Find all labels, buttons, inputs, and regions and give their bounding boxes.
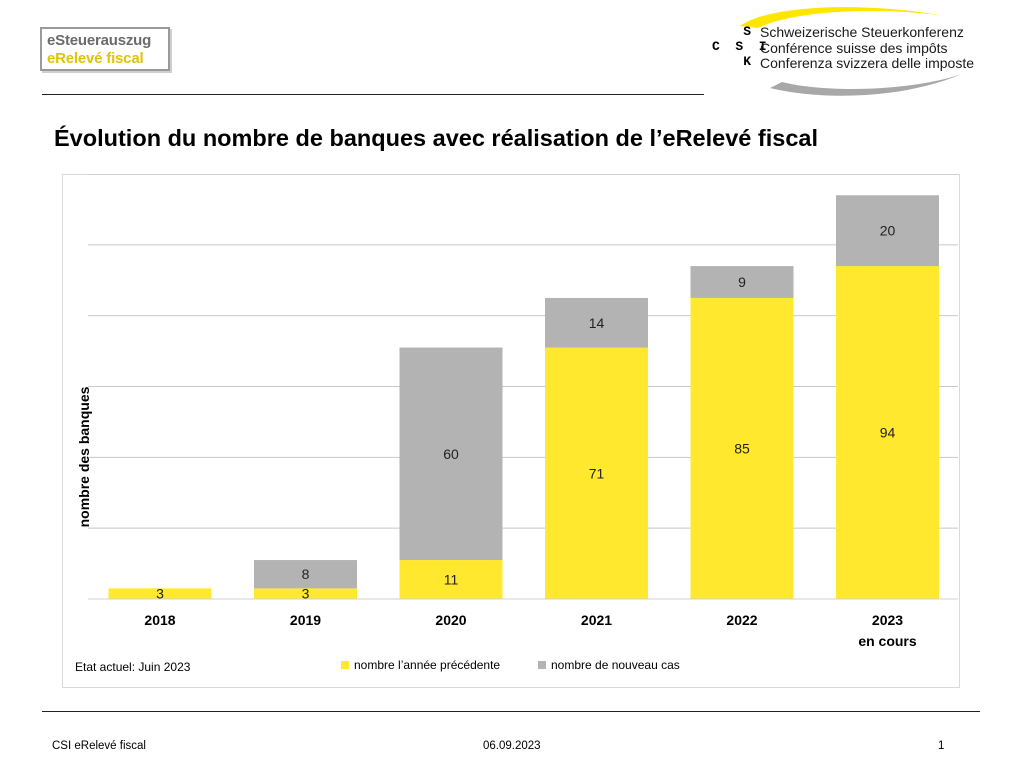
legend-label-previous: nombre l’année précédente	[354, 658, 501, 672]
y-axis-label: nombre des banques	[76, 386, 92, 527]
x-tick-label-2018: 2018	[144, 612, 175, 628]
legend-label-new: nombre de nouveau cas	[551, 658, 680, 672]
csi-acronym: S C S I K	[712, 24, 767, 69]
csi-name-it: Conferenza svizzera delle imposte	[760, 55, 974, 71]
bar-new-2021	[545, 297, 648, 348]
x-tick-label-2020: 2020	[435, 612, 466, 628]
footer-date: 06.09.2023	[483, 740, 541, 752]
data-label-previous-2022: 85	[734, 440, 750, 456]
bar-previous-2020	[399, 560, 503, 599]
esteuerauszug-logo: eSteuerauszug eRelevé fiscal	[40, 27, 170, 71]
data-label-previous-2018: 3	[156, 586, 164, 602]
bar-chart: 3 2018 3 8 2019 11 60 2020 71 14 2021 85 9 2022 94 20 20…	[76, 174, 958, 649]
logo-line-2: eRelevé fiscal	[47, 50, 144, 67]
bar-previous-2021	[545, 347, 648, 599]
data-label-previous-2020: 11	[444, 572, 459, 588]
bar-new-2020	[399, 347, 503, 561]
bar-previous-2022	[690, 297, 794, 599]
data-label-new-2021: 14	[589, 315, 605, 331]
legend-item-previous: nombre l’année précédente	[341, 658, 500, 672]
legend-item-new: nombre de nouveau cas	[538, 658, 680, 672]
x-tick-label-2021: 2021	[581, 612, 612, 628]
status-note: Etat actuel: Juin 2023	[75, 660, 191, 674]
csi-name-fr: Conférence suisse des impôts	[760, 39, 948, 56]
data-label-new-2023: 20	[880, 223, 896, 239]
x-tick-label-2022: 2022	[726, 612, 757, 628]
footer-title: CSI eRelevé fiscal	[52, 740, 146, 752]
header-divider	[42, 94, 704, 95]
data-label-previous-2019: 3	[302, 586, 310, 602]
csi-name-de: Schweizerische Steuerkonferenz	[760, 24, 964, 40]
legend-swatch-new	[538, 661, 546, 669]
bar-new-2022	[690, 266, 794, 298]
bar-previous-2018	[108, 588, 212, 599]
csi-names: Schweizerische Steuerkonferenz Conférenc…	[760, 24, 974, 72]
legend-swatch-previous	[341, 661, 349, 669]
footer-divider	[42, 711, 980, 712]
page-title: Évolution du nombre de banques avec réal…	[54, 125, 818, 151]
page-number: 1	[938, 740, 945, 752]
data-label-new-2019: 8	[302, 566, 310, 582]
data-label-previous-2023: 94	[880, 425, 896, 441]
bar-previous-2019	[254, 588, 357, 599]
bar-previous-2023	[836, 266, 939, 599]
x-tick-sublabel-2023: en cours	[858, 633, 917, 649]
bar-new-2023	[836, 195, 939, 267]
data-label-new-2022: 9	[738, 274, 746, 290]
x-tick-label-2019: 2019	[290, 612, 321, 628]
bar-new-2019	[254, 560, 357, 589]
x-tick-label-2023: 2023	[872, 612, 903, 628]
data-label-previous-2021: 71	[589, 465, 605, 481]
csi-swoosh-logo	[740, 7, 962, 96]
logo-line-1: eSteuerauszug	[47, 32, 152, 49]
data-label-new-2020: 60	[443, 446, 459, 462]
